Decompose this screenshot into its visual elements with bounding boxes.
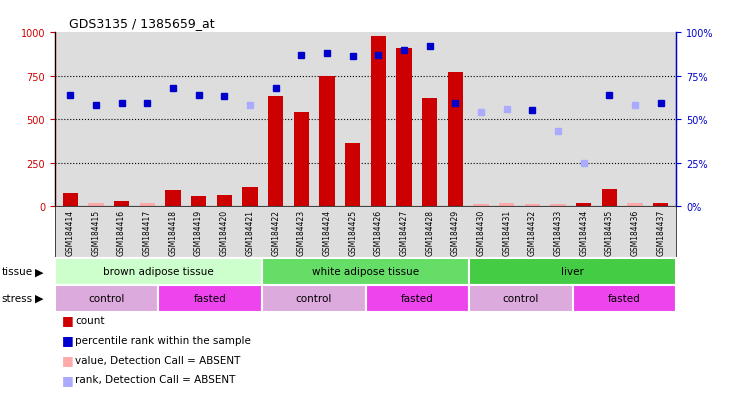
Bar xyxy=(140,204,155,206)
Bar xyxy=(550,205,566,206)
Text: stress: stress xyxy=(1,293,33,304)
Text: GSM184431: GSM184431 xyxy=(502,209,511,255)
Bar xyxy=(576,204,591,206)
Bar xyxy=(371,36,386,206)
Text: fasted: fasted xyxy=(401,293,433,304)
Bar xyxy=(602,189,617,206)
Text: tissue: tissue xyxy=(1,266,33,277)
Bar xyxy=(88,203,104,206)
Bar xyxy=(63,193,78,206)
Bar xyxy=(447,73,463,206)
Text: GSM184436: GSM184436 xyxy=(631,209,640,255)
Bar xyxy=(525,205,540,206)
Bar xyxy=(319,76,335,206)
Text: GSM184429: GSM184429 xyxy=(451,209,460,255)
Text: fasted: fasted xyxy=(194,293,227,304)
Bar xyxy=(55,285,159,312)
Text: control: control xyxy=(503,293,539,304)
Text: fasted: fasted xyxy=(608,293,641,304)
Text: GSM184428: GSM184428 xyxy=(425,209,434,255)
Text: GSM184421: GSM184421 xyxy=(246,209,254,255)
Bar xyxy=(294,113,309,206)
Text: GDS3135 / 1385659_at: GDS3135 / 1385659_at xyxy=(69,17,215,29)
Text: GSM184418: GSM184418 xyxy=(168,209,178,255)
Bar xyxy=(653,204,668,206)
Bar xyxy=(262,258,469,285)
Text: GSM184427: GSM184427 xyxy=(400,209,409,255)
Text: percentile rank within the sample: percentile rank within the sample xyxy=(75,335,251,345)
Bar xyxy=(191,197,206,206)
Text: GSM184430: GSM184430 xyxy=(477,209,485,255)
Text: liver: liver xyxy=(561,266,584,277)
Text: GSM184425: GSM184425 xyxy=(348,209,357,255)
Text: GSM184414: GSM184414 xyxy=(66,209,75,255)
Text: GSM184434: GSM184434 xyxy=(579,209,588,255)
Text: GSM184417: GSM184417 xyxy=(143,209,152,255)
Bar xyxy=(499,204,515,206)
Bar xyxy=(396,49,412,206)
Bar xyxy=(268,97,284,206)
Text: GSM184416: GSM184416 xyxy=(117,209,126,255)
Text: GSM184435: GSM184435 xyxy=(605,209,614,255)
Text: GSM184433: GSM184433 xyxy=(553,209,563,255)
Bar xyxy=(159,285,262,312)
Bar xyxy=(216,195,232,206)
Bar xyxy=(474,205,489,206)
Bar xyxy=(366,285,469,312)
Text: ▶: ▶ xyxy=(35,266,44,277)
Text: white adipose tissue: white adipose tissue xyxy=(312,266,419,277)
Text: GSM184420: GSM184420 xyxy=(220,209,229,255)
Bar xyxy=(572,285,676,312)
Text: GSM184423: GSM184423 xyxy=(297,209,306,255)
Text: GSM184437: GSM184437 xyxy=(656,209,665,255)
Text: GSM184415: GSM184415 xyxy=(91,209,100,255)
Text: ■: ■ xyxy=(62,353,74,366)
Text: ■: ■ xyxy=(62,313,74,327)
Text: GSM184419: GSM184419 xyxy=(194,209,203,255)
Text: control: control xyxy=(88,293,125,304)
Bar xyxy=(469,258,676,285)
Bar xyxy=(242,188,257,206)
Text: brown adipose tissue: brown adipose tissue xyxy=(103,266,213,277)
Text: ■: ■ xyxy=(62,373,74,386)
Text: GSM184426: GSM184426 xyxy=(374,209,383,255)
Text: ■: ■ xyxy=(62,333,74,347)
Bar xyxy=(627,204,643,206)
Bar xyxy=(345,144,360,206)
Text: value, Detection Call = ABSENT: value, Detection Call = ABSENT xyxy=(75,355,240,365)
Text: count: count xyxy=(75,315,105,325)
Text: GSM184422: GSM184422 xyxy=(271,209,280,255)
Text: GSM184424: GSM184424 xyxy=(322,209,331,255)
Bar xyxy=(55,258,262,285)
Bar xyxy=(114,201,129,206)
Text: GSM184432: GSM184432 xyxy=(528,209,537,255)
Bar xyxy=(422,99,437,206)
Bar xyxy=(469,285,572,312)
Text: rank, Detection Call = ABSENT: rank, Detection Call = ABSENT xyxy=(75,375,235,385)
Bar xyxy=(262,285,366,312)
Text: control: control xyxy=(295,293,332,304)
Bar xyxy=(165,191,181,206)
Text: ▶: ▶ xyxy=(35,293,44,304)
